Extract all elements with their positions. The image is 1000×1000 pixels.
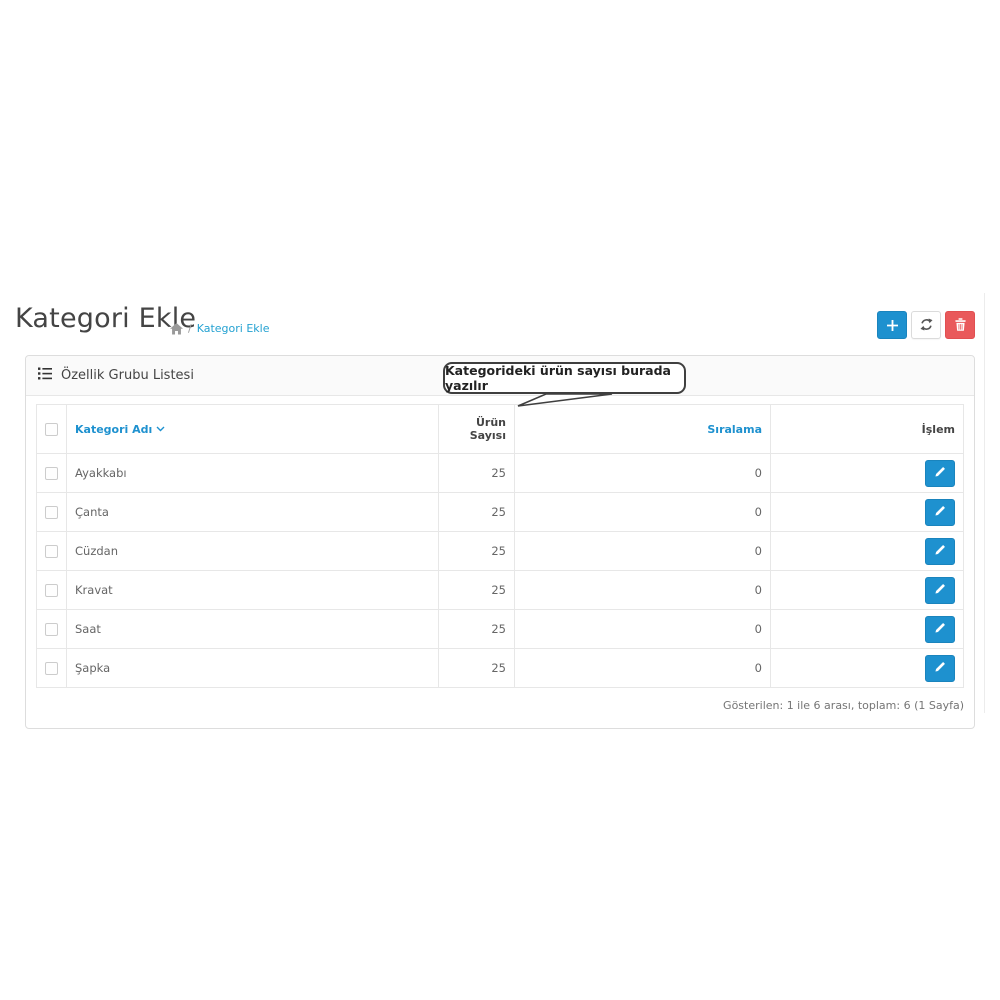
delete-button[interactable]: [945, 311, 975, 339]
home-icon[interactable]: [170, 322, 183, 335]
pencil-icon: [934, 661, 946, 676]
page-title: Kategori Ekle: [15, 303, 197, 334]
breadcrumb-separator: /: [188, 322, 192, 335]
refresh-button[interactable]: [911, 311, 941, 339]
column-header-kategori-adi[interactable]: Kategori Adı: [66, 404, 439, 454]
trash-icon: [954, 316, 966, 335]
column-header-islem: İşlem: [770, 404, 964, 454]
pencil-icon: [934, 583, 946, 598]
category-table: Kategori Adı Ürün Sayısı Sıralama İşlem …: [36, 404, 964, 688]
toolbar: [877, 311, 975, 339]
table-header-row: Kategori Adı Ürün Sayısı Sıralama İşlem: [36, 404, 964, 454]
table-row: Cüzdan 25 0: [36, 531, 964, 571]
pencil-icon: [934, 544, 946, 559]
category-name-cell: Cüzdan: [66, 531, 439, 571]
category-list-panel: Özellik Grubu Listesi Kategori Adı Ürün …: [25, 355, 975, 729]
list-icon: [38, 367, 52, 384]
panel-body: Kategori Adı Ürün Sayısı Sıralama İşlem …: [26, 396, 974, 728]
annotation-callout: Kategorideki ürün sayısı burada yazılır: [443, 362, 686, 394]
select-all-cell: [36, 404, 67, 454]
content-right-border: [984, 293, 985, 713]
product-count-cell: 25: [438, 531, 515, 571]
sort-order-cell: 0: [514, 492, 771, 532]
edit-button[interactable]: [925, 576, 955, 604]
edit-button[interactable]: [925, 615, 955, 643]
category-name-cell: Ayakkabı: [66, 453, 439, 493]
pencil-icon: [934, 466, 946, 481]
row-checkbox[interactable]: [45, 467, 58, 480]
chevron-down-icon: [156, 422, 165, 435]
category-name-cell: Şapka: [66, 648, 439, 688]
table-row: Saat 25 0: [36, 609, 964, 649]
column-header-urun-sayisi: Ürün Sayısı: [438, 404, 515, 454]
breadcrumb: / Kategori Ekle: [170, 322, 270, 335]
edit-button[interactable]: [925, 459, 955, 487]
product-count-cell: 25: [438, 648, 515, 688]
plus-icon: [886, 316, 898, 335]
pencil-icon: [934, 505, 946, 520]
edit-button[interactable]: [925, 654, 955, 682]
row-checkbox[interactable]: [45, 584, 58, 597]
sort-order-cell: 0: [514, 570, 771, 610]
sort-order-cell: 0: [514, 648, 771, 688]
refresh-icon: [919, 316, 933, 335]
category-name-cell: Çanta: [66, 492, 439, 532]
edit-button[interactable]: [925, 498, 955, 526]
annotation-callout-text: Kategorideki ürün sayısı burada yazılır: [445, 363, 671, 393]
select-all-checkbox[interactable]: [45, 422, 58, 436]
product-count-cell: 25: [438, 570, 515, 610]
add-button[interactable]: [877, 311, 907, 339]
pencil-icon: [934, 622, 946, 637]
row-checkbox[interactable]: [45, 545, 58, 558]
breadcrumb-link-kategori-ekle[interactable]: Kategori Ekle: [196, 322, 270, 335]
table-row: Kravat 25 0: [36, 570, 964, 610]
column-header-siralama[interactable]: Sıralama: [514, 404, 771, 454]
annotation-callout-tail: [517, 393, 613, 407]
row-checkbox[interactable]: [45, 623, 58, 636]
sort-order-cell: 0: [514, 609, 771, 649]
sort-order-cell: 0: [514, 453, 771, 493]
edit-button[interactable]: [925, 537, 955, 565]
table-row: Şapka 25 0: [36, 648, 964, 688]
row-checkbox[interactable]: [45, 662, 58, 675]
product-count-cell: 25: [438, 492, 515, 532]
table-row: Çanta 25 0: [36, 492, 964, 532]
product-count-cell: 25: [438, 453, 515, 493]
table-row: Ayakkabı 25 0: [36, 453, 964, 493]
product-count-cell: 25: [438, 609, 515, 649]
category-name-cell: Saat: [66, 609, 439, 649]
panel-title: Özellik Grubu Listesi: [61, 368, 194, 383]
category-name-cell: Kravat: [66, 570, 439, 610]
results-summary: Gösterilen: 1 ile 6 arası, toplam: 6 (1 …: [723, 699, 964, 712]
sort-order-cell: 0: [514, 531, 771, 571]
row-checkbox[interactable]: [45, 506, 58, 519]
